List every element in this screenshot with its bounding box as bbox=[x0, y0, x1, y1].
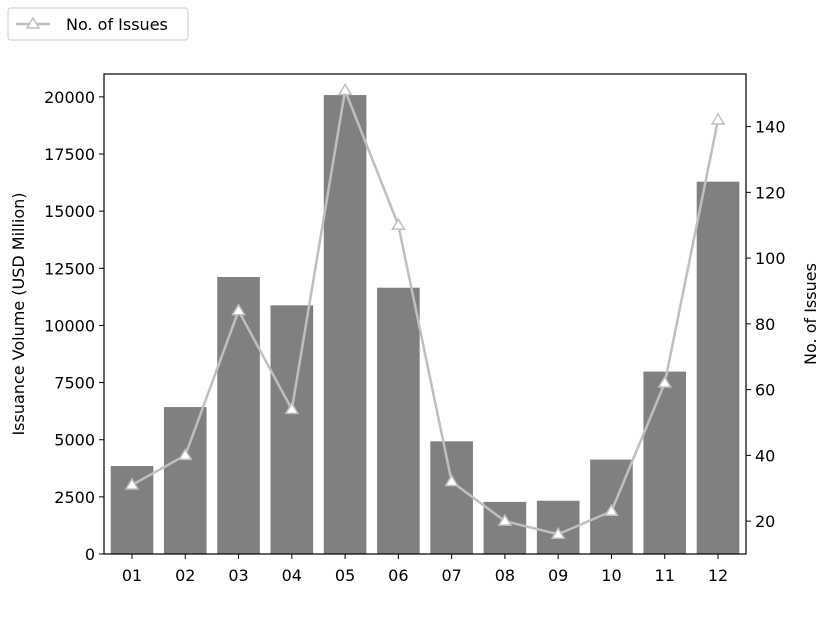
issues-marker-03 bbox=[231, 303, 246, 316]
right-tick-label: 40 bbox=[755, 446, 775, 465]
issues-marker-04 bbox=[284, 401, 300, 415]
bar-06 bbox=[377, 287, 420, 554]
line-series-group bbox=[124, 82, 726, 540]
legend: No. of Issues bbox=[7, 7, 189, 41]
issues-marker-09 bbox=[550, 526, 566, 540]
x-tick-label: 09 bbox=[548, 566, 568, 585]
left-tick-label: 2500 bbox=[54, 488, 95, 507]
issues-marker-05 bbox=[337, 82, 353, 96]
bar-12 bbox=[696, 181, 740, 554]
right-tick-label: 80 bbox=[755, 315, 775, 334]
bars-group bbox=[110, 95, 740, 555]
left-tick-label: 7500 bbox=[54, 374, 95, 393]
x-tick-label: 12 bbox=[708, 566, 728, 585]
x-tick-label: 03 bbox=[228, 566, 248, 585]
legend-marker-swatch bbox=[25, 16, 41, 29]
x-tick-label: 06 bbox=[388, 566, 408, 585]
x-tick-label: 05 bbox=[335, 566, 355, 585]
issues-marker-10 bbox=[604, 503, 619, 517]
bar-11 bbox=[643, 371, 687, 554]
plot-frame bbox=[103, 73, 747, 555]
issues-marker-11 bbox=[657, 375, 673, 388]
x-tick-label: 10 bbox=[601, 566, 621, 585]
bar-02 bbox=[163, 407, 207, 554]
x-tick-label: 07 bbox=[441, 566, 461, 585]
left-tick-label: 10000 bbox=[44, 316, 95, 335]
bar-03 bbox=[217, 276, 260, 554]
x-axis: 01 02 03 04 05 06 07 08 09 10 11 12 bbox=[122, 554, 728, 585]
left-tick-label: 12500 bbox=[44, 259, 95, 278]
bar-05 bbox=[323, 95, 367, 555]
right-axis: 20 40 60 80 100 120 140 bbox=[746, 118, 786, 531]
x-tick-label: 01 bbox=[122, 566, 142, 585]
issues-marker-08 bbox=[497, 513, 513, 526]
issues-marker-12 bbox=[710, 112, 726, 125]
right-tick-label: 60 bbox=[755, 381, 775, 400]
left-tick-label: 5000 bbox=[54, 431, 95, 450]
legend-box bbox=[7, 7, 189, 41]
right-tick-label: 100 bbox=[755, 249, 786, 268]
issues-marker-07 bbox=[444, 474, 459, 487]
bar-04 bbox=[270, 305, 314, 554]
left-tick-label: 0 bbox=[85, 545, 95, 564]
x-tick-label: 04 bbox=[282, 566, 302, 585]
issues-marker-01 bbox=[124, 477, 140, 490]
left-axis: 0 2500 5000 7500 10000 12500 15000 17500 20000 bbox=[44, 88, 104, 564]
x-tick-label: 08 bbox=[495, 566, 515, 585]
bar-07 bbox=[430, 441, 473, 554]
right-tick-label: 20 bbox=[755, 512, 775, 531]
issues-marker-06 bbox=[391, 217, 406, 230]
legend-label: No. of Issues bbox=[66, 15, 168, 34]
y-axis-label-right: No. of Issues bbox=[801, 263, 820, 365]
left-tick-label: 20000 bbox=[44, 88, 95, 107]
issues-marker-02 bbox=[177, 447, 193, 461]
right-tick-label: 120 bbox=[755, 183, 786, 202]
left-tick-label: 15000 bbox=[44, 202, 95, 221]
issues-line bbox=[131, 89, 720, 536]
x-tick-label: 02 bbox=[175, 566, 195, 585]
left-tick-label: 17500 bbox=[44, 145, 95, 164]
y-axis-label-left: Issuance Volume (USD Million) bbox=[9, 192, 28, 435]
right-tick-label: 140 bbox=[755, 118, 786, 137]
x-tick-label: 11 bbox=[655, 566, 675, 585]
